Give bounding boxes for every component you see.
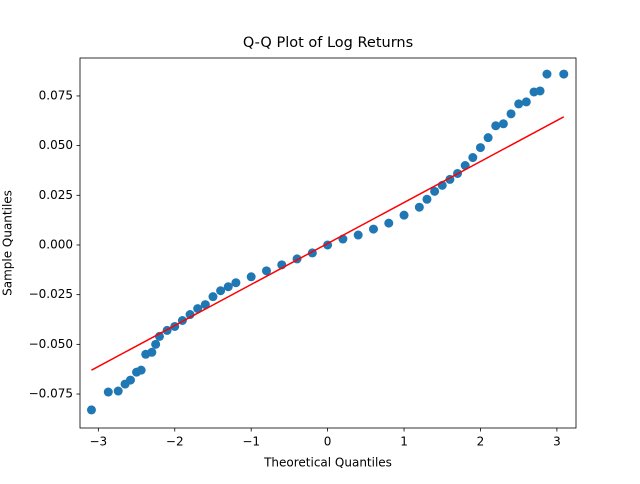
point xyxy=(353,230,363,240)
y-tick-label: −0.025 xyxy=(29,287,73,301)
point xyxy=(542,69,552,79)
x-tick-label: 2 xyxy=(477,435,485,449)
x-tick-label: 0 xyxy=(324,435,332,449)
point xyxy=(483,133,493,143)
point xyxy=(414,202,424,212)
point xyxy=(491,121,501,131)
point xyxy=(231,278,241,288)
point xyxy=(384,218,394,228)
chart-title: Q-Q Plot of Log Returns xyxy=(243,35,413,51)
point xyxy=(125,375,135,385)
point xyxy=(223,282,233,292)
y-tick-label: −0.050 xyxy=(29,337,73,351)
point xyxy=(399,210,409,220)
point xyxy=(521,97,531,107)
point xyxy=(475,143,485,153)
point xyxy=(261,266,271,276)
point xyxy=(246,272,256,282)
point xyxy=(147,347,157,357)
point xyxy=(506,109,516,119)
y-tick-label: 0.025 xyxy=(39,188,73,202)
point xyxy=(216,286,226,296)
point xyxy=(559,69,569,79)
x-tick-label: 1 xyxy=(400,435,408,449)
point xyxy=(200,300,210,310)
point xyxy=(422,194,432,204)
point xyxy=(103,387,113,397)
point xyxy=(430,186,440,196)
x-tick-label: 3 xyxy=(553,435,561,449)
y-axis-label: Sample Quantiles xyxy=(1,190,15,296)
y-tick-label: 0.000 xyxy=(39,237,73,251)
reference-line xyxy=(91,116,565,371)
x-tick-label: −3 xyxy=(89,435,107,449)
y-tick-label: −0.075 xyxy=(29,387,73,401)
point xyxy=(136,365,146,375)
x-axis-label: Theoretical Quantiles xyxy=(263,456,392,470)
point xyxy=(86,405,96,415)
point xyxy=(208,292,218,302)
point xyxy=(151,339,161,349)
point xyxy=(113,386,123,396)
plot-frame xyxy=(79,57,577,429)
x-tick-label: −2 xyxy=(166,435,184,449)
y-tick-label: 0.075 xyxy=(39,88,73,102)
point xyxy=(498,119,508,129)
point xyxy=(368,224,378,234)
y-tick-label: 0.050 xyxy=(39,138,73,152)
point xyxy=(514,99,524,109)
point xyxy=(535,86,545,96)
x-tick-label: −1 xyxy=(242,435,260,449)
point xyxy=(193,304,203,314)
point xyxy=(468,153,478,163)
